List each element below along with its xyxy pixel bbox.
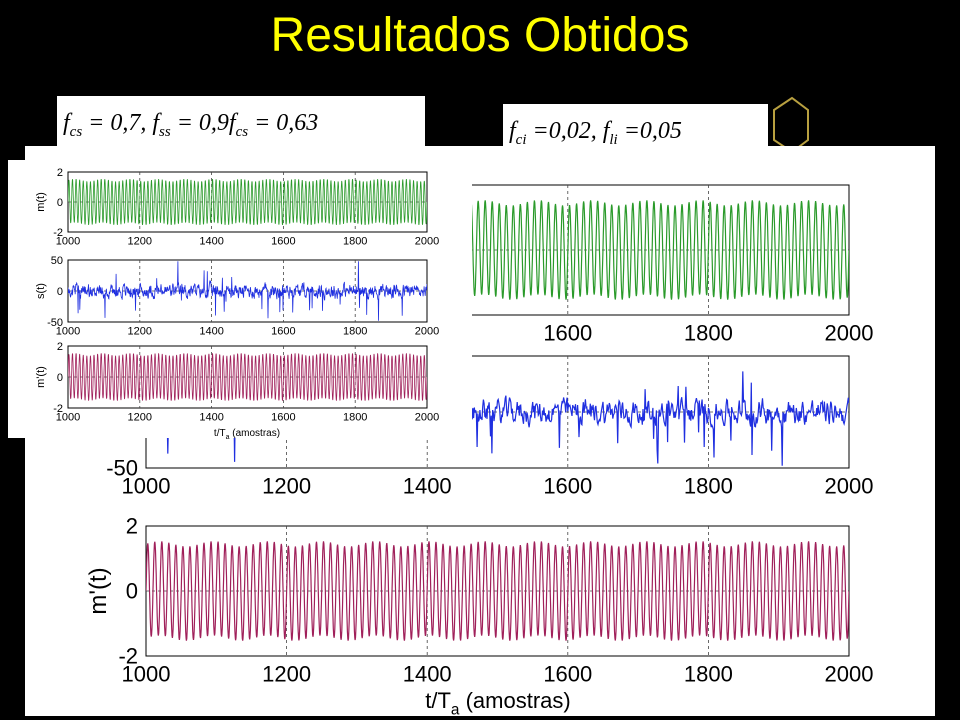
x-tick-label: 1600 <box>271 412 295 424</box>
x-tick-label: 1200 <box>262 661 311 686</box>
x-tick-label: 1600 <box>271 236 295 248</box>
x-tick-label: 2000 <box>825 473 874 498</box>
x-tick-label: 1400 <box>199 412 223 424</box>
series-line-m'(t) <box>146 541 849 641</box>
y-axis-label: m'(t) <box>35 366 47 388</box>
y-tick-label: -2 <box>53 227 63 239</box>
x-tick-label: 1000 <box>122 661 171 686</box>
equation-box-right: fci =0,02, fli =0,05 <box>503 104 768 146</box>
decorative-hexagon-icon <box>773 96 809 154</box>
y-axis-label: m(t) <box>35 192 47 212</box>
x-tick-label: 1600 <box>543 661 592 686</box>
x-tick-label: 2000 <box>415 412 439 424</box>
series-line-m'(t) <box>68 353 427 401</box>
x-axis-label: t/Ta (amostras) <box>214 428 280 441</box>
x-tick-label: 2000 <box>415 326 439 338</box>
x-tick-label: 1600 <box>543 320 592 345</box>
y-tick-label: 2 <box>126 514 138 539</box>
x-tick-label: 1400 <box>403 661 452 686</box>
y-tick-label: -50 <box>47 317 63 329</box>
x-tick-label: 1400 <box>199 236 223 248</box>
series-line-s(t) <box>68 261 427 321</box>
x-tick-label: 1400 <box>199 326 223 338</box>
y-tick-label: 0 <box>126 579 138 604</box>
x-axis-label: t/Ta (amostras) <box>425 688 570 719</box>
equation-left: fcs = 0,7, fss = 0,9fcs = 0,63 <box>63 110 319 140</box>
x-tick-label: 1000 <box>56 326 80 338</box>
slide-title: Resultados Obtidos <box>270 9 690 62</box>
y-tick-label: 0 <box>57 286 63 298</box>
x-tick-label: 1800 <box>684 320 733 345</box>
x-tick-label: 1200 <box>128 236 152 248</box>
x-tick-label: 1800 <box>684 661 733 686</box>
y-tick-label: 2 <box>57 167 63 179</box>
x-tick-label: 1800 <box>343 236 367 248</box>
y-tick-label: 0 <box>57 197 63 209</box>
equation-box-left: fcs = 0,7, fss = 0,9fcs = 0,63 <box>57 96 425 146</box>
x-tick-label: 1200 <box>262 473 311 498</box>
x-tick-label: 1600 <box>543 473 592 498</box>
x-tick-label: 1600 <box>271 326 295 338</box>
x-tick-label: 2000 <box>825 320 874 345</box>
x-tick-label: 1000 <box>56 236 80 248</box>
y-tick-label: 50 <box>51 255 63 267</box>
x-tick-label: 1000 <box>122 473 171 498</box>
series-line-m(t) <box>68 179 427 225</box>
x-tick-label: 2000 <box>415 236 439 248</box>
equation-right: fci =0,02, fli =0,05 <box>509 118 682 146</box>
x-tick-label: 1200 <box>128 412 152 424</box>
x-tick-label: 1000 <box>56 412 80 424</box>
y-tick-label: 0 <box>57 372 63 384</box>
x-tick-label: 1800 <box>684 473 733 498</box>
y-tick-label: -2 <box>118 644 138 669</box>
x-tick-label: 1800 <box>343 326 367 338</box>
y-tick-label: -50 <box>106 456 138 481</box>
y-tick-label: 2 <box>57 341 63 353</box>
y-axis-label: m'(t) <box>85 567 112 614</box>
x-tick-label: 1400 <box>403 473 452 498</box>
x-tick-label: 2000 <box>825 661 874 686</box>
x-tick-label: 1200 <box>128 326 152 338</box>
y-axis-label: s(t) <box>35 283 47 299</box>
y-tick-label: -2 <box>53 403 63 415</box>
x-tick-label: 1800 <box>343 412 367 424</box>
